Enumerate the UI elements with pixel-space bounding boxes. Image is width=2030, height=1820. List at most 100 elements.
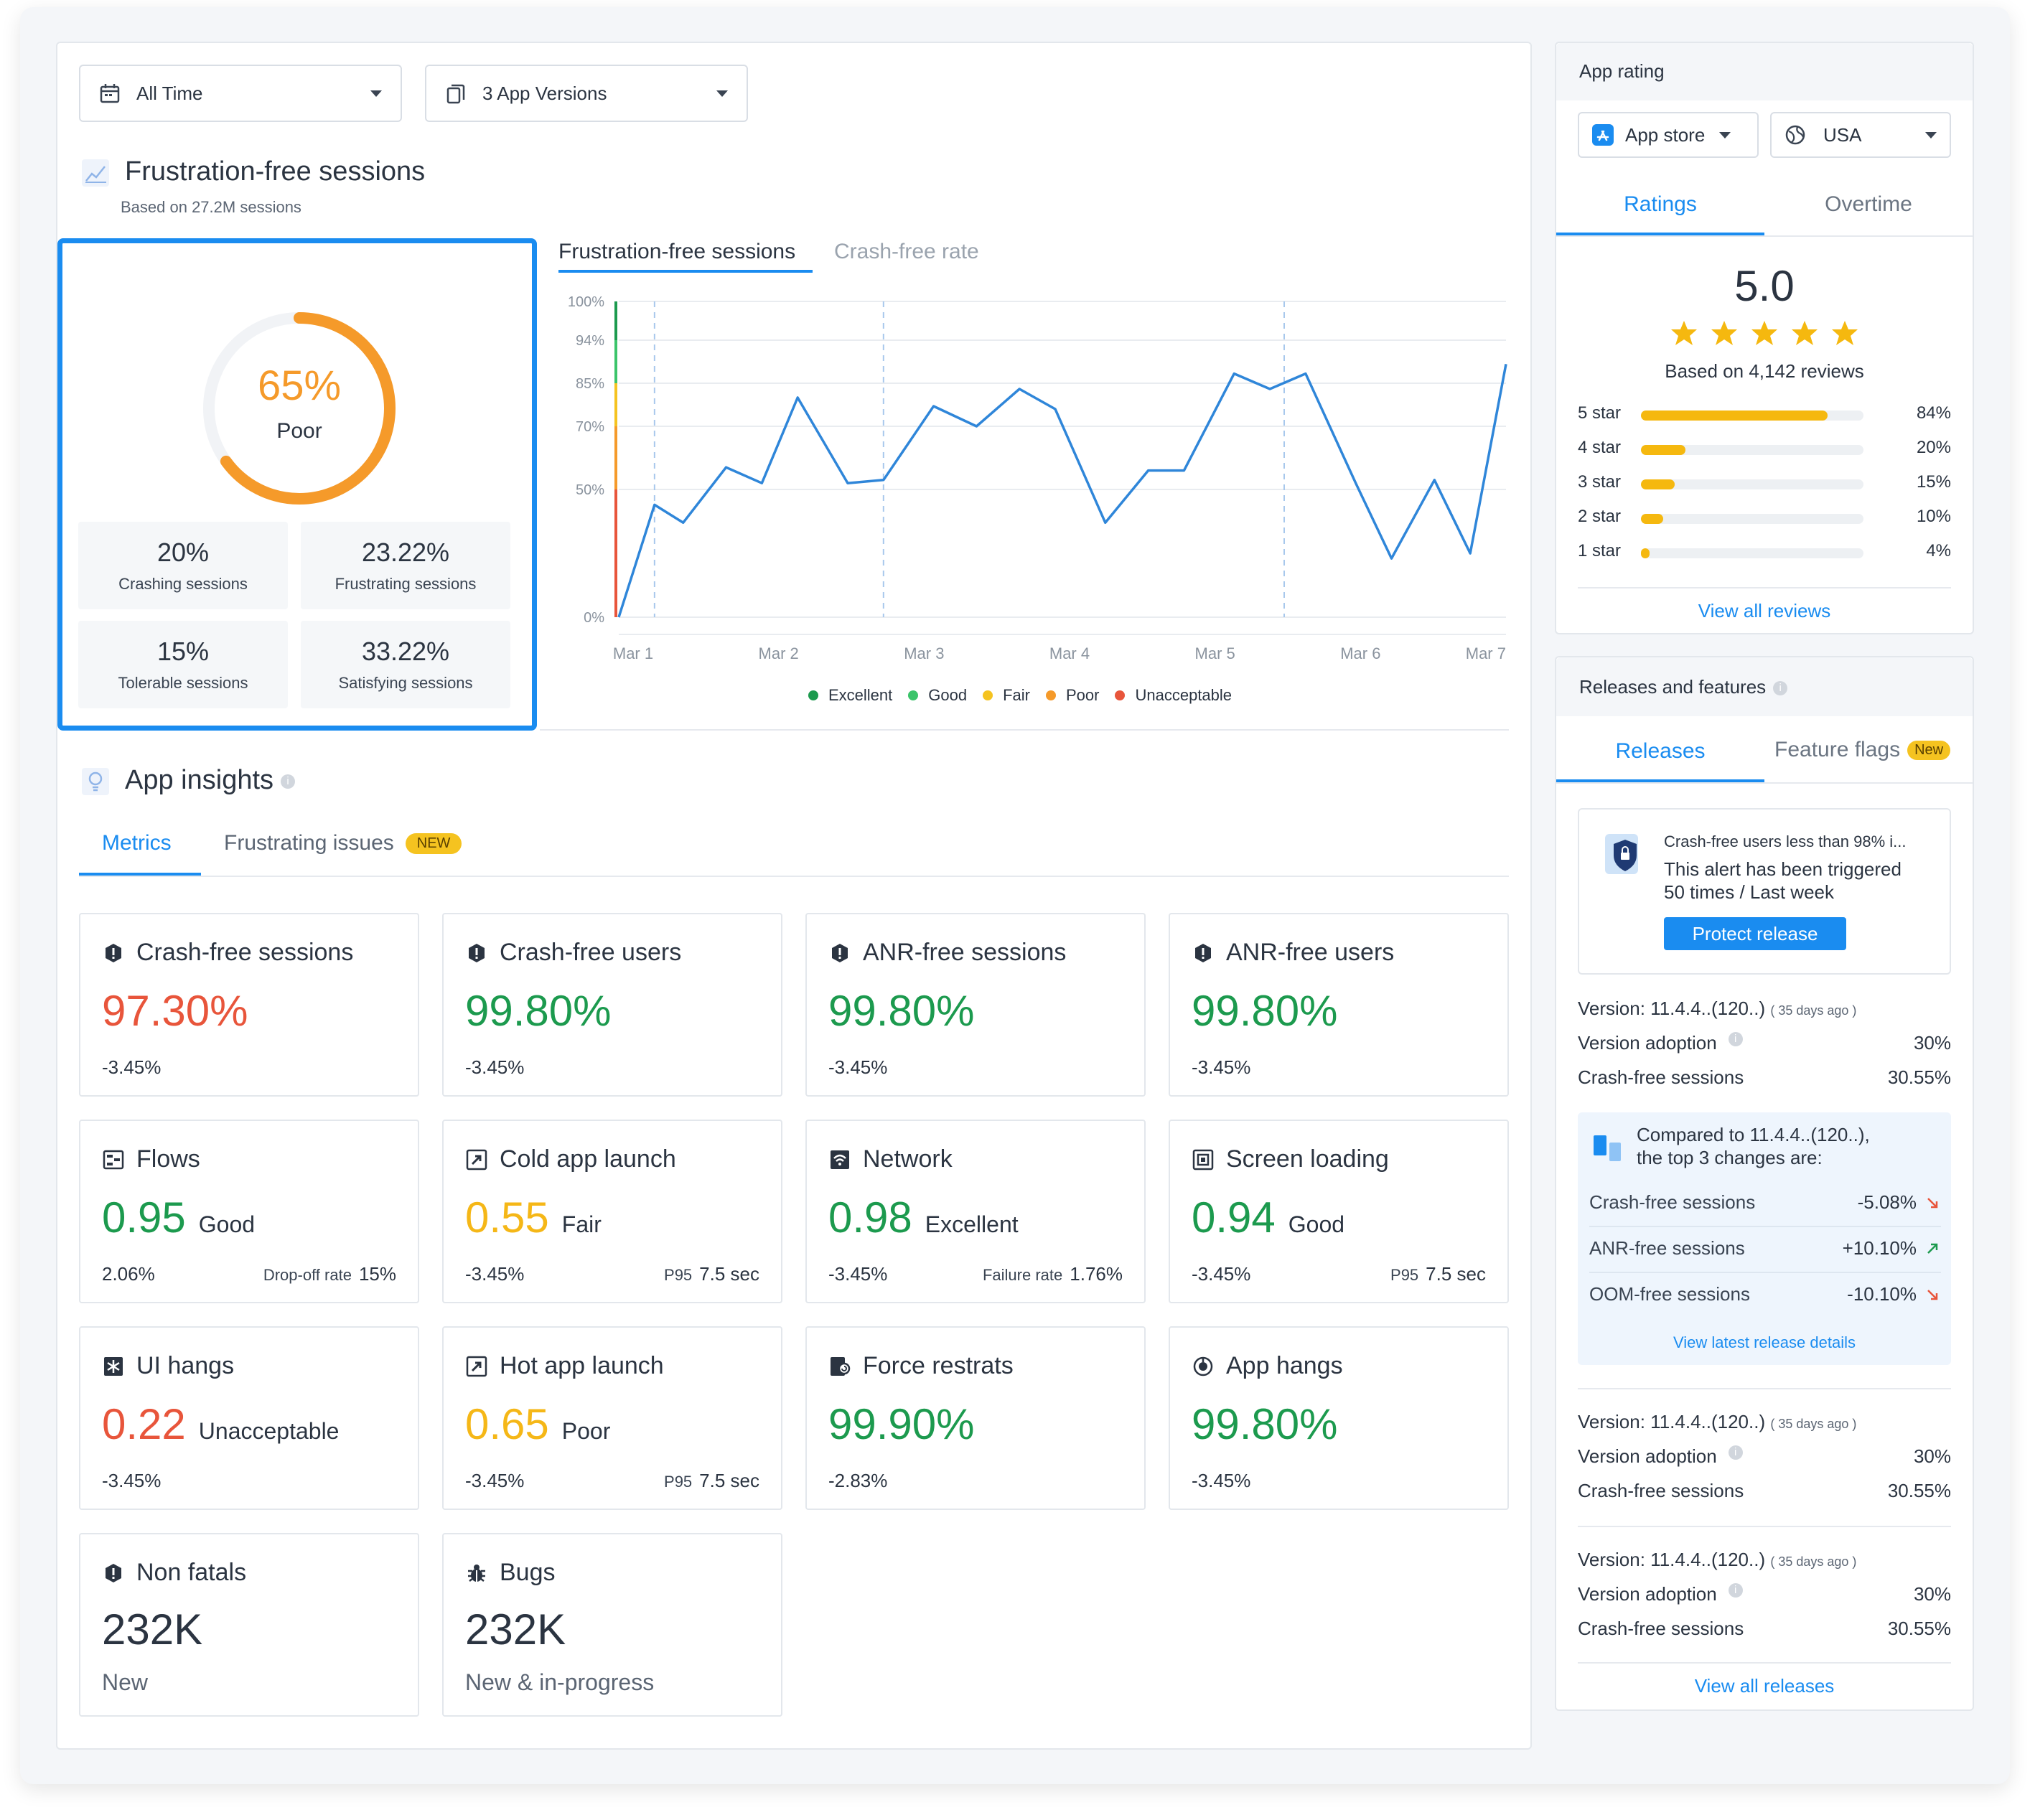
card-title-text: Cold app launch — [500, 1145, 676, 1173]
app-rating-title: App rating — [1579, 60, 1665, 82]
card-title: ANR-free sessions — [828, 939, 1066, 967]
hang-icon — [1192, 1355, 1215, 1378]
metric-card-app-hangs[interactable]: App hangs 99.80% -3.45% — [1169, 1326, 1509, 1510]
metric-card-crash-free-users[interactable]: Crash-free users 99.80% -3.45% — [442, 913, 782, 1097]
chevron-down-icon — [370, 90, 382, 97]
card-title-text: Network — [863, 1145, 953, 1173]
tab-feature-flags[interactable]: Feature flags New — [1774, 738, 1951, 762]
card-title: Crash-free users — [465, 939, 681, 967]
tabs-divider — [1556, 782, 1973, 784]
card-quality: Excellent — [925, 1211, 1019, 1237]
legend-label: Excellent — [828, 686, 893, 704]
x-tick-label: Mar 4 — [1049, 644, 1090, 662]
view-all-releases-link[interactable]: View all releases — [1694, 1675, 1835, 1697]
version-adoption-row: Version adoption i 30% — [1578, 1445, 1951, 1468]
card-secondary-metric: Drop-off rate 15% — [263, 1263, 396, 1285]
secondary-label: Drop-off rate — [263, 1266, 352, 1284]
bug-icon — [465, 1562, 488, 1585]
tab-crash-free-rate[interactable]: Crash-free rate — [834, 240, 979, 263]
info-icon[interactable]: i — [1773, 681, 1788, 696]
metric-card-anr-free-sessions[interactable]: ANR-free sessions 99.80% -3.45% — [805, 913, 1146, 1097]
country-dropdown[interactable]: USA — [1770, 112, 1951, 158]
compare-label: ANR-free sessions — [1589, 1237, 1745, 1259]
card-value: 232K — [465, 1605, 566, 1654]
rating-score: 5.0 — [1734, 262, 1795, 310]
tab-metrics[interactable]: Metrics — [102, 831, 172, 855]
chevron-down-icon — [716, 90, 728, 97]
time-filter-dropdown[interactable]: All Time — [79, 65, 402, 122]
card-quality: Fair — [561, 1211, 602, 1237]
metric-card-cold-app-launch[interactable]: Cold app launch 0.55 Fair -3.45% P95 7.5 sec — [442, 1120, 782, 1303]
view-all-reviews-link[interactable]: View all reviews — [1698, 600, 1831, 621]
releases-header-bg — [1556, 657, 1973, 716]
card-title-text: Screen loading — [1226, 1145, 1389, 1173]
card-value: 0.55 — [465, 1193, 549, 1242]
protect-release-button[interactable]: Protect release — [1664, 917, 1846, 950]
row-value: 30.55% — [1887, 1618, 1951, 1639]
metric-card-flows[interactable]: Flows 0.95 Good 2.06% Drop-off rate 15% — [79, 1120, 419, 1303]
frustration-score-card[interactable]: 65% Poor 20% Crashing sessions 23.22% Fr… — [57, 238, 537, 731]
metric-card-anr-free-users[interactable]: ANR-free users 99.80% -3.45% — [1169, 913, 1509, 1097]
country-label: USA — [1823, 123, 1862, 146]
card-title-text: Non fatals — [136, 1559, 247, 1586]
metric-card-hot-app-launch[interactable]: Hot app launch 0.65 Poor -3.45% P95 7.5 sec — [442, 1326, 782, 1510]
store-dropdown[interactable]: App store — [1578, 112, 1759, 158]
card-delta: -3.45% — [1192, 1263, 1251, 1285]
card-title-text: UI hangs — [136, 1352, 235, 1379]
x-tick-label: Mar 7 — [1466, 644, 1506, 662]
x-tick-label: Mar 5 — [1195, 644, 1235, 662]
tabs-divider — [1556, 235, 1973, 237]
row-label: Version adoption — [1578, 1583, 1717, 1605]
arrow-down-right-icon — [1925, 1287, 1940, 1305]
metric-card-screen-loading[interactable]: Screen loading 0.94 Good -3.45% P95 7.5 sec — [1169, 1120, 1509, 1303]
tab-overtime[interactable]: Overtime — [1825, 192, 1912, 216]
version-heading: Version: 11.4.4..(120..) ( 35 days ago ) — [1578, 998, 1856, 1020]
row-value: 30% — [1913, 1445, 1951, 1467]
star-icon — [1792, 321, 1818, 345]
row-value: 30.55% — [1887, 1066, 1951, 1088]
lightbulb-icon — [82, 768, 109, 795]
legend-label: Poor — [1066, 686, 1100, 704]
card-value: 0.98 — [828, 1193, 912, 1242]
version-filter-dropdown[interactable]: 3 App Versions — [425, 65, 748, 122]
rating-row-pct: 84% — [1916, 403, 1951, 423]
stat-satisfying: 33.22% Satisfying sessions — [301, 621, 510, 708]
rating-bar — [1641, 445, 1863, 455]
card-delta: New & in-progress — [465, 1669, 655, 1695]
releases-divider — [1578, 1662, 1951, 1664]
tab-releases[interactable]: Releases — [1615, 739, 1706, 763]
compare-value: -5.08% — [1857, 1191, 1917, 1213]
metric-card-crash-free-sessions[interactable]: Crash-free sessions 97.30% -3.45% — [79, 913, 419, 1097]
card-secondary-metric: P95 7.5 sec — [664, 1263, 759, 1285]
metric-card-network[interactable]: Network 0.98 Excellent -3.45% Failure rate 1.… — [805, 1120, 1146, 1303]
tab-frustration-free[interactable]: Frustration-free sessions — [558, 240, 796, 263]
shield-lock-icon — [1604, 831, 1644, 881]
metric-card-force-restrats[interactable]: Force restrats 99.90% -2.83% — [805, 1326, 1146, 1510]
metric-card-ui-hangs[interactable]: UI hangs 0.22 Unacceptable -3.45% — [79, 1326, 419, 1510]
info-icon[interactable]: i — [281, 774, 296, 789]
card-delta: -3.45% — [1192, 1056, 1251, 1078]
active-tab-underline — [1556, 233, 1764, 235]
y-tick-label: 85% — [576, 376, 604, 392]
y-tick-label: 70% — [576, 419, 604, 435]
info-icon[interactable]: i — [1728, 1583, 1743, 1598]
tab-ratings[interactable]: Ratings — [1624, 192, 1697, 216]
app-rating-header-bg — [1556, 43, 1973, 100]
secondary-label: P95 — [664, 1473, 693, 1491]
metric-card-bugs[interactable]: Bugs 232K New & in-progress — [442, 1533, 782, 1717]
view-latest-release-link[interactable]: View latest release details — [1673, 1333, 1856, 1351]
star-icon — [1832, 321, 1858, 345]
card-title-text: ANR-free users — [1226, 939, 1395, 966]
card-title: Hot app launch — [465, 1352, 664, 1380]
info-icon[interactable]: i — [1728, 1445, 1743, 1460]
tab-frustrating-issues[interactable]: Frustrating issues NEW — [224, 831, 462, 855]
info-icon[interactable]: i — [1728, 1032, 1743, 1046]
version-filter-label: 3 App Versions — [482, 82, 607, 104]
frustration-line-chart: 100% 94% 85% 70% 50% 0% Mar 1 Mar 2 Mar 3 Mar 4 Ma… — [568, 294, 1507, 662]
card-title-text: Flows — [136, 1145, 200, 1173]
stat-label: Frustrating sessions — [335, 575, 477, 593]
legend-item-excellent: Excellent — [808, 686, 892, 705]
metric-card-non-fatals[interactable]: Non fatals 232K New — [79, 1533, 419, 1717]
compare-divider — [1589, 1226, 1941, 1227]
freeze-icon — [102, 1355, 125, 1378]
